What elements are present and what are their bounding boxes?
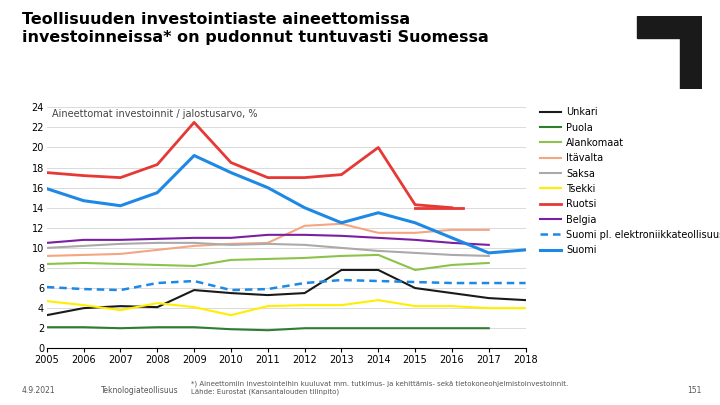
- Legend: Unkari, Puola, Alankomaat, Itävalta, Saksa, Tsekki, Ruotsi, Belgia, Suomi pl. el: Unkari, Puola, Alankomaat, Itävalta, Sak…: [540, 107, 720, 256]
- Text: *) Aineettomiin investointeihin kuuluvat mm. tutkimus- ja kehittämis- sekä tieto: *) Aineettomiin investointeihin kuuluvat…: [191, 381, 568, 395]
- Bar: [680, 38, 702, 89]
- Text: 4.9.2021: 4.9.2021: [22, 386, 55, 395]
- Text: Teollisuuden investointiaste aineettomissa
investoinneissa* on pudonnut tuntuvas: Teollisuuden investointiaste aineettomis…: [22, 12, 488, 45]
- Bar: [637, 16, 702, 38]
- Text: Aineettomat investoinnit / jalostusarvo, %: Aineettomat investoinnit / jalostusarvo,…: [52, 109, 257, 119]
- Text: 151: 151: [688, 386, 702, 395]
- Text: Teknologiateollisuus: Teknologiateollisuus: [101, 386, 179, 395]
